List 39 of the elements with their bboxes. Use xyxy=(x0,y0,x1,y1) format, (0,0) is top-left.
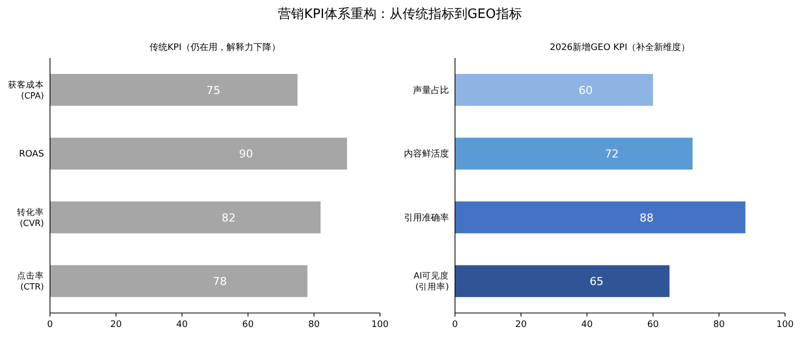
x-tick-label: 100 xyxy=(776,320,794,330)
data-label: 72 xyxy=(604,148,619,161)
y-tick-label: 声量占比 xyxy=(413,84,449,96)
bar xyxy=(455,74,653,106)
x-tick-label: 80 xyxy=(308,320,320,330)
bar xyxy=(455,138,693,170)
x-tick-label: 60 xyxy=(647,320,659,330)
data-label: 60 xyxy=(578,84,593,97)
bar xyxy=(455,201,746,234)
bar xyxy=(50,138,347,170)
x-tick-label: 80 xyxy=(713,320,725,330)
chart-title: 2026新增GEO KPI（补全新维度） xyxy=(550,42,690,53)
bar xyxy=(50,74,298,106)
text: 营销KPI体系重构：从传统指标到GEO指标 xyxy=(278,7,522,22)
data-label: 65 xyxy=(590,275,604,288)
x-tick-label: 20 xyxy=(110,320,122,330)
x-tick-label: 40 xyxy=(581,320,593,330)
y-tick-label: AI可见度 (引用率) xyxy=(414,270,449,293)
y-tick-label: 获客成本 (CPA) xyxy=(8,79,44,102)
data-label: 78 xyxy=(212,275,227,288)
bar xyxy=(50,201,321,234)
data-label: 88 xyxy=(640,211,654,224)
chart-title: 传统KPI（仍在用，解释力下降） xyxy=(150,42,280,53)
y-tick-label: 点击率 (CTR) xyxy=(17,270,44,293)
data-label: 82 xyxy=(222,211,236,224)
x-tick-label: 0 xyxy=(47,320,54,330)
y-tick-label: 转化率 (CVR) xyxy=(17,206,44,229)
x-tick-label: 40 xyxy=(176,320,188,330)
x-tick-label: 60 xyxy=(242,320,254,330)
data-label: 75 xyxy=(206,84,220,97)
data-label: 90 xyxy=(239,148,254,161)
bar xyxy=(455,265,670,298)
y-tick-label: 内容鲜活度 xyxy=(404,148,449,160)
y-tick-label: ROAS xyxy=(18,150,44,160)
x-tick-label: 100 xyxy=(371,320,389,330)
bar xyxy=(50,265,308,298)
x-tick-label: 0 xyxy=(452,320,458,330)
x-tick-label: 20 xyxy=(515,320,527,330)
y-tick-label: 引用准确率 xyxy=(404,212,449,224)
